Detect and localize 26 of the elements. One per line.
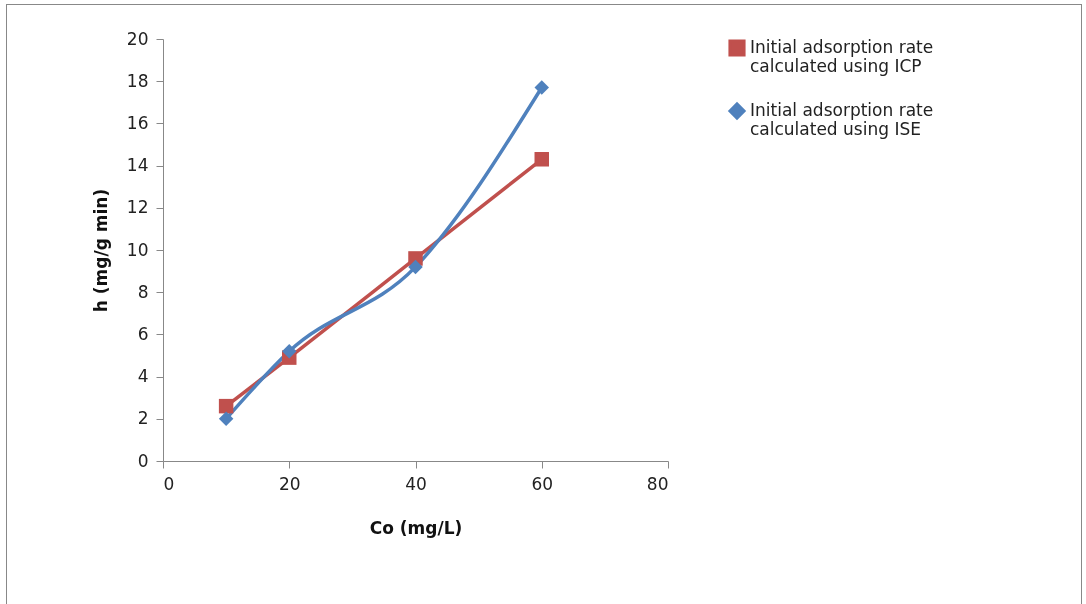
legend-label: Initial adsorption rate calculated using ICP [750,37,934,76]
x-tick-label: 60 [531,473,554,494]
y-tick-label: 12 [126,197,149,218]
x-tick-label: 80 [646,473,669,494]
y-tick-label: 10 [126,239,149,260]
point [534,152,549,167]
point [218,411,234,427]
x-tick-label: 0 [163,473,175,494]
y-tick-label: 18 [126,70,149,91]
y-tick-label: 16 [126,112,149,133]
point [218,398,234,414]
y-tick-label: 14 [126,155,149,176]
y-tick-label: 4 [137,366,149,387]
y-tick-label: 2 [137,408,149,429]
y-tick-label: 6 [137,323,149,344]
y-axis-title: h (mg/g min) [90,188,111,313]
point [408,259,423,275]
x-tick-label: 40 [405,473,427,494]
y-tick-label: 0 [137,450,149,471]
point [282,344,297,359]
x-tick-label: 20 [278,473,301,494]
y-tick-label: 20 [126,28,149,49]
x-axis-title: Co (mg/L) [369,517,463,538]
point [534,80,549,95]
y-tick-label: 8 [137,281,149,302]
legend-label: Initial adsorption rate calculated using ISE [750,100,934,139]
